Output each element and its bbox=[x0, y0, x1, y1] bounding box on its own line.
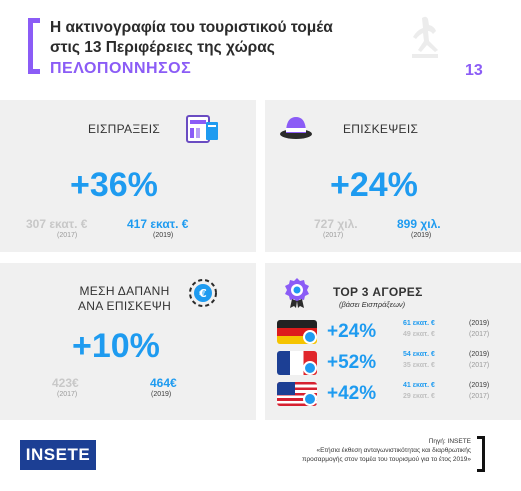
markets-panel: TOP 3 ΑΓΟΡΕΣ (βάσει Εισπράξεων) +24% 61 … bbox=[265, 263, 521, 420]
market-year-2017: (2017) bbox=[469, 362, 490, 369]
market-value-2017: 35 εκατ. € bbox=[403, 362, 435, 369]
page-title: Η ακτινογραφία του τουριστικού τομέα στι… bbox=[50, 18, 333, 58]
visits-old-year: (2017) bbox=[323, 232, 344, 239]
market-row-germany: +24% 61 εκατ. € 49 εκατ. € (2019) (2017) bbox=[277, 319, 517, 345]
receipts-panel: ΕΙΣΠΡΑΞΕΙΣ +36% 307 εκατ. € (2017) 417 ε… bbox=[0, 100, 256, 252]
market-value-2017: 49 εκατ. € bbox=[403, 331, 435, 338]
visits-title: ΕΠΙΣΚΕΨΕΙΣ bbox=[343, 122, 419, 136]
source-bracket bbox=[477, 436, 485, 472]
source-line-1: Πηγή: INSETE bbox=[428, 438, 471, 445]
visits-old-value: 727 χιλ. bbox=[314, 217, 358, 231]
medal-icon bbox=[285, 278, 309, 308]
market-value-2019: 41 εκατ. € bbox=[403, 382, 435, 389]
clock-badge-icon bbox=[303, 330, 317, 344]
insete-logo: INSETE bbox=[20, 440, 96, 470]
visits-change: +24% bbox=[330, 166, 418, 204]
spending-new-value: 464€ bbox=[150, 376, 177, 390]
spending-title: ΜΕΣΗ ΔΑΠΑΝΗ ΑΝΑ ΕΠΙΣΚΕΨΗ bbox=[78, 284, 171, 314]
header-bracket bbox=[28, 18, 40, 74]
market-year-2019: (2019) bbox=[469, 382, 490, 389]
svg-text:€: € bbox=[198, 287, 207, 300]
market-value-2019: 54 εκατ. € bbox=[403, 351, 435, 358]
market-row-usa: +42% 41 εκατ. € 29 εκατ. € (2019) (2017) bbox=[277, 381, 517, 407]
receipts-new-year: (2019) bbox=[153, 232, 174, 239]
market-value-2019: 61 εκατ. € bbox=[403, 320, 435, 327]
spending-old-value: 423€ bbox=[52, 376, 79, 390]
source-line-3: προσαρμογής στον τομέα του τουρισμού για… bbox=[301, 456, 471, 463]
clock-badge-icon bbox=[303, 361, 317, 375]
spending-title-line-2: ΑΝΑ ΕΠΙΣΚΕΨΗ bbox=[78, 299, 172, 313]
title-line-1: Η ακτινογραφία του τουριστικού τομέα bbox=[50, 19, 333, 36]
markets-title: TOP 3 ΑΓΟΡΕΣ bbox=[333, 285, 423, 299]
receipts-old-year: (2017) bbox=[57, 232, 78, 239]
title-line-2: στις 13 Περιφέρειες της χώρας bbox=[50, 39, 275, 56]
clock-badge-icon bbox=[303, 392, 317, 406]
receipts-new-value: 417 εκατ. € bbox=[127, 217, 189, 231]
region-number: 13 bbox=[465, 62, 483, 79]
region-name: ΠΕΛΟΠΟΝΝΗΣΟΣ bbox=[50, 60, 192, 77]
market-change: +52% bbox=[327, 352, 377, 373]
statue-silhouette-icon bbox=[412, 16, 438, 58]
source-line-2: «Ετήσια έκθεση ανταγωνιστικότητας και δι… bbox=[316, 447, 472, 454]
market-year-2017: (2017) bbox=[469, 393, 490, 400]
visits-panel: ΕΠΙΣΚΕΨΕΙΣ +24% 727 χιλ. (2017) 899 χιλ.… bbox=[265, 100, 521, 252]
hat-icon bbox=[280, 117, 312, 139]
spending-new-year: (2019) bbox=[151, 391, 172, 398]
receipts-old-value: 307 εκατ. € bbox=[26, 217, 88, 231]
market-year-2019: (2019) bbox=[469, 351, 490, 358]
market-year-2017: (2017) bbox=[469, 331, 490, 338]
market-change: +42% bbox=[327, 383, 377, 404]
spending-title-line-1: ΜΕΣΗ ΔΑΠΑΝΗ bbox=[79, 284, 170, 298]
market-year-2019: (2019) bbox=[469, 320, 490, 327]
markets-subtitle: (βάσει Εισπράξεων) bbox=[339, 300, 406, 309]
spending-panel: ΜΕΣΗ ΔΑΠΑΝΗ ΑΝΑ ΕΠΙΣΚΕΨΗ € +10% 423€ (20… bbox=[0, 263, 256, 420]
spending-change: +10% bbox=[72, 327, 160, 365]
visits-new-year: (2019) bbox=[411, 232, 432, 239]
euro-coin-icon: € bbox=[189, 279, 217, 307]
source-note: Πηγή: INSETE «Ετήσια έκθεση ανταγωνιστικ… bbox=[302, 437, 471, 464]
market-change: +24% bbox=[327, 321, 377, 342]
market-value-2017: 29 εκατ. € bbox=[403, 393, 435, 400]
spending-old-year: (2017) bbox=[57, 391, 78, 398]
market-row-france: +52% 54 εκατ. € 35 εκατ. € (2019) (2017) bbox=[277, 350, 517, 376]
card-payment-icon bbox=[186, 115, 218, 143]
receipts-change: +36% bbox=[70, 166, 158, 204]
receipts-title: ΕΙΣΠΡΑΞΕΙΣ bbox=[88, 122, 161, 136]
visits-new-value: 899 χιλ. bbox=[397, 217, 441, 231]
